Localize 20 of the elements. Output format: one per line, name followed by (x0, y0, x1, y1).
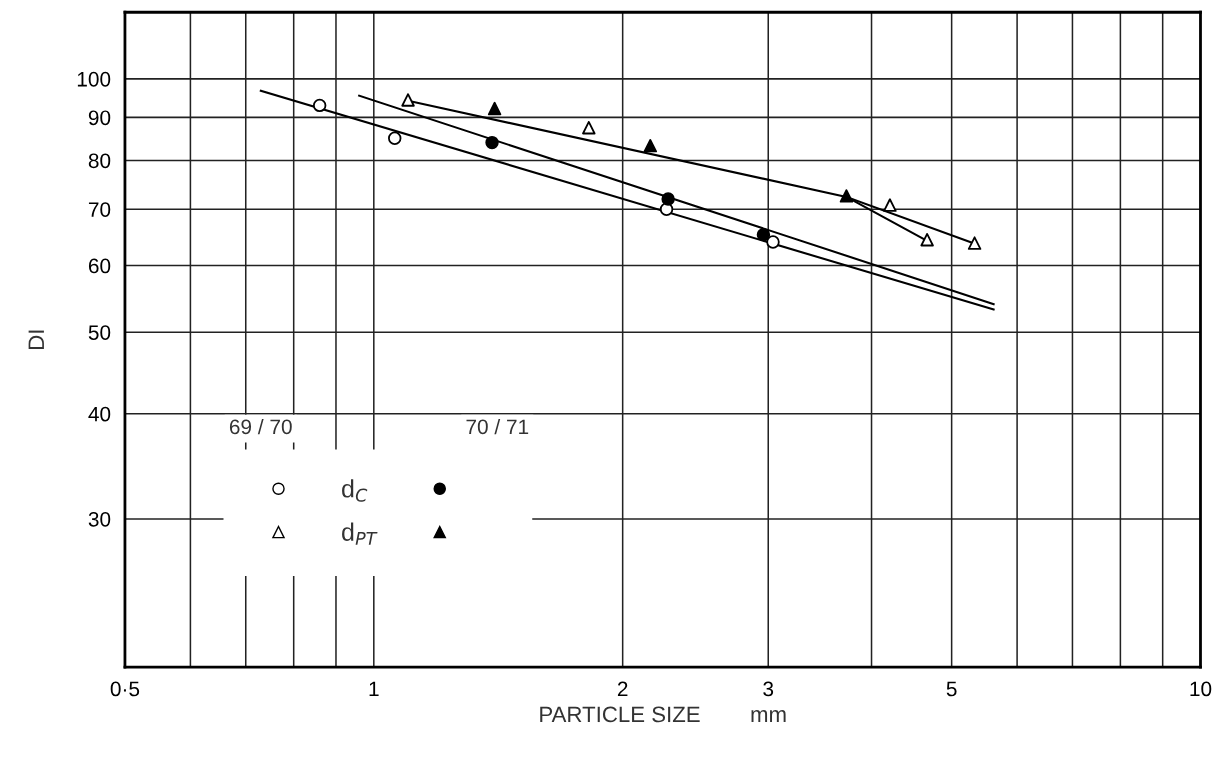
y-tick-label: 30 (88, 511, 111, 527)
y-axis-title: DI (28, 330, 44, 349)
legend-label: d$_{C}$ (342, 479, 368, 502)
y-tick-label: 50 (88, 325, 111, 340)
annotation: 70 / 71 (466, 418, 529, 435)
x-tick-label: 3 (763, 681, 774, 697)
y-tick-label: 60 (88, 258, 111, 274)
x-tick-label: 5 (946, 681, 957, 697)
x-tick-label: 2 (617, 681, 628, 697)
annotation: 69 / 70 (229, 418, 292, 435)
legend-label: d$_{PT}$ (342, 522, 378, 545)
x-tick-label: 1 (369, 681, 379, 697)
y-tick-label: 70 (88, 202, 111, 217)
y-tick-label: 90 (88, 110, 111, 126)
x-tick-label: 0·5 (110, 681, 140, 697)
y-tick-label: 100 (77, 71, 111, 87)
y-tick-label: 40 (88, 406, 111, 422)
x-tick-label: 10 (1190, 681, 1212, 697)
x-axis-title: PARTICLE SIZE mm (540, 706, 786, 723)
y-tick-label: 80 (88, 153, 111, 169)
